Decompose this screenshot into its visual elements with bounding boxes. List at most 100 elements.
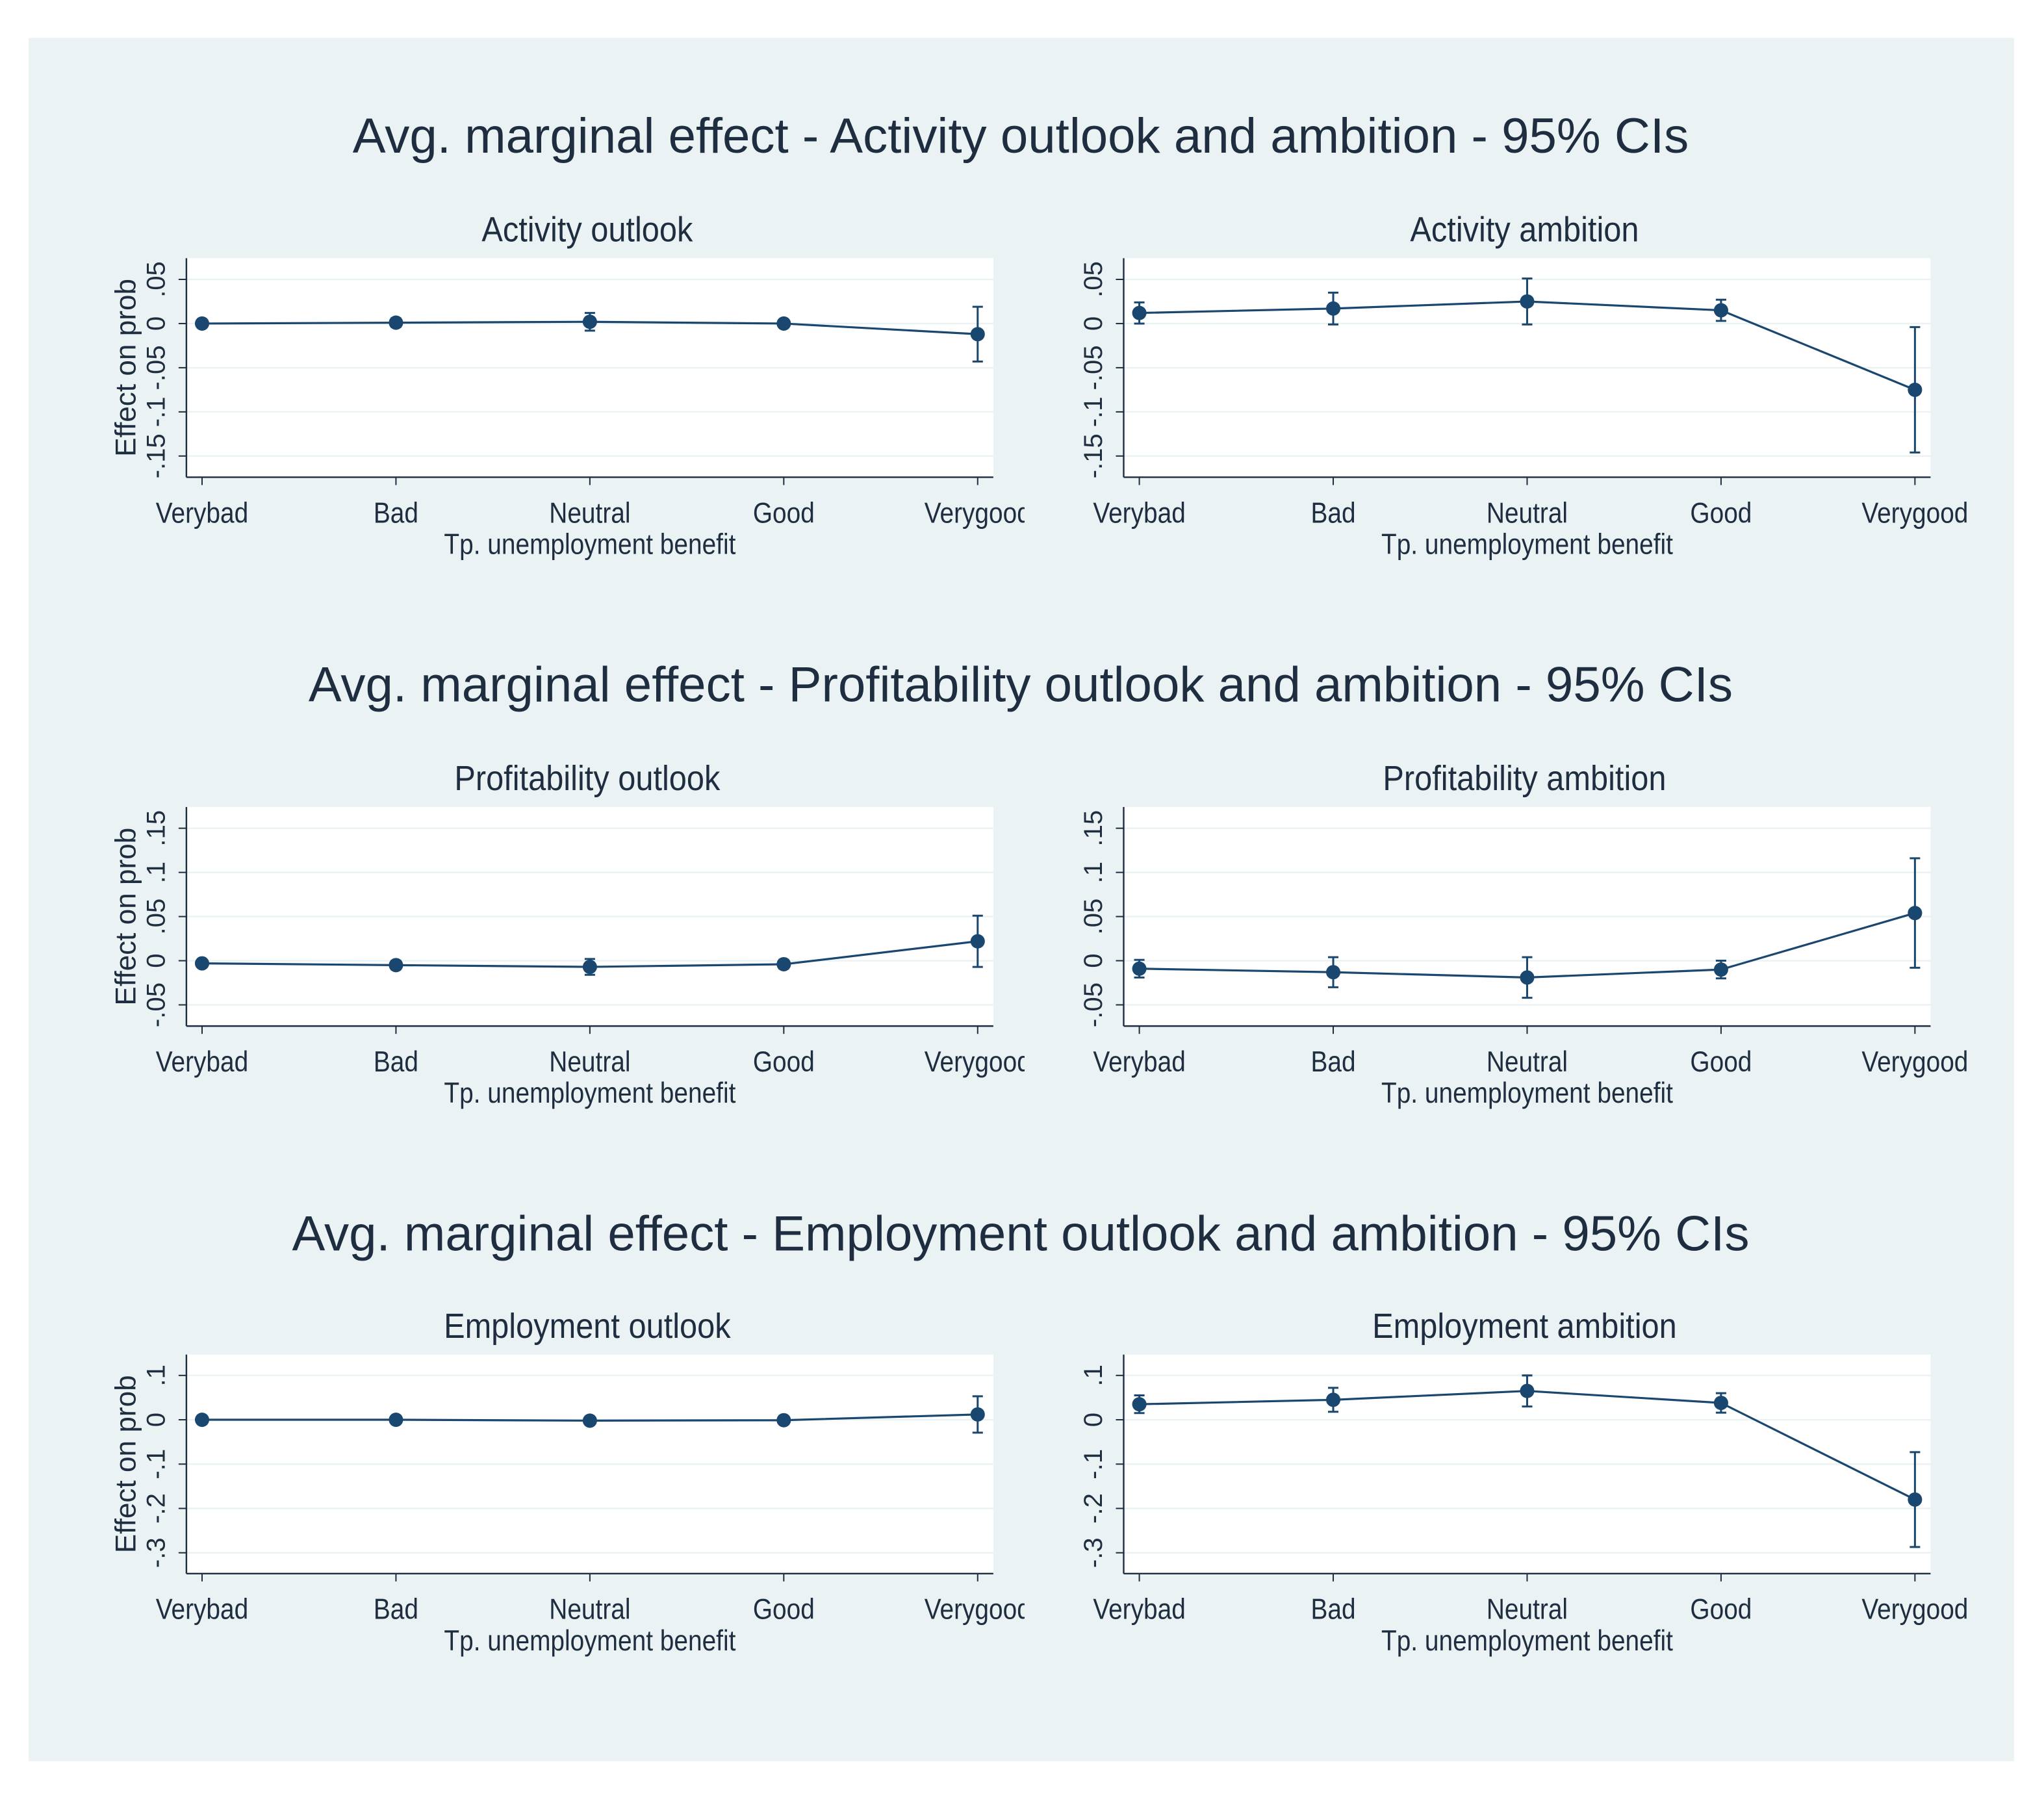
y-tick-label: -.2 (1079, 1493, 1108, 1524)
x-axis-labels: Verybad Bad Neutral Good Verygood (156, 496, 1031, 529)
y-axis-title: Effect on prob (110, 1375, 142, 1553)
x-tick-label: Neutral (1487, 496, 1568, 529)
x-axis-title: Tp. unemployment benefit (1381, 528, 1673, 560)
point (1325, 965, 1341, 980)
y-tick-label: 0 (1079, 953, 1108, 967)
point (1132, 961, 1147, 976)
y-axis-title: Effect on prob (110, 828, 142, 1006)
x-axis-labels: Verybad Bad Neutral Good Verygood (1093, 1593, 1968, 1625)
chart: Verybad Bad Neutral Good Verygood Activity ou… (110, 209, 1031, 560)
x-tick-label: Good (1690, 1045, 1752, 1078)
panel-title: Avg. marginal effect - Activity outlook … (353, 109, 1689, 164)
y-tick-label: -.2 (141, 1493, 170, 1524)
x-tick-label: Bad (374, 1045, 418, 1078)
point (582, 314, 597, 329)
x-tick-label: Verygood (925, 1593, 1031, 1625)
x-axis-labels: Verybad Bad Neutral Good Verygood (1093, 496, 1968, 529)
point (1713, 1396, 1728, 1411)
chart: Verybad Bad Neutral Good Verygood Employment … (110, 1306, 1031, 1657)
x-tick-label: Verybad (156, 1593, 248, 1625)
chart-title: Activity outlook (481, 209, 693, 249)
y-tick-label: -.1 (141, 396, 170, 427)
x-axis-title: Tp. unemployment benefit (444, 1077, 735, 1109)
x-tick-label: Bad (1310, 1045, 1355, 1078)
point (389, 315, 403, 330)
x-tick-label: Verygood (1861, 1045, 1968, 1078)
y-tick-label: 0 (141, 1413, 170, 1427)
point (970, 327, 985, 342)
x-tick-label: Verygood (925, 1045, 1031, 1078)
y-tick-label: -.05 (141, 345, 170, 390)
point (1908, 1492, 1923, 1507)
x-tick-label: Verybad (1093, 1045, 1185, 1078)
point (1713, 962, 1728, 977)
x-tick-label: Good (753, 1045, 815, 1078)
chart: Verybad Bad Neutral Good Verygood Employment … (1079, 1306, 1968, 1657)
y-tick-label: -.1 (1079, 396, 1108, 427)
point (776, 956, 791, 972)
y-tick-label: .1 (141, 862, 170, 883)
x-tick-label: Neutral (1487, 1593, 1568, 1625)
point (776, 1413, 791, 1428)
chart: Verybad Bad Neutral Good Verygood Profitabili… (1079, 758, 1968, 1109)
y-tick-label: .05 (1079, 261, 1108, 298)
point (1520, 294, 1535, 309)
x-tick-label: Verygood (1861, 496, 1968, 529)
y-axis-title: Effect on prob (110, 279, 142, 457)
x-tick-label: Good (1690, 496, 1752, 529)
y-tick-label: .1 (1079, 1365, 1108, 1386)
x-tick-label: Verybad (156, 1045, 248, 1078)
chart-title: Profitability ambition (1383, 758, 1666, 798)
chart: Verybad Bad Neutral Good Verygood Activity am… (1079, 209, 1968, 560)
point (776, 316, 791, 331)
point (970, 934, 985, 949)
y-tick-label: 0 (1079, 316, 1108, 331)
point (389, 1413, 403, 1428)
x-tick-label: Good (1690, 1593, 1752, 1625)
chart-title: Activity ambition (1410, 209, 1639, 249)
y-tick-label: 0 (141, 316, 170, 331)
x-tick-label: Verybad (1093, 496, 1185, 529)
x-axis-title: Tp. unemployment benefit (1381, 1624, 1673, 1656)
point (582, 1413, 597, 1428)
y-tick-label: 0 (141, 953, 170, 967)
y-tick-label: .15 (141, 810, 170, 847)
x-axis-labels: Verybad Bad Neutral Good Verygood (1093, 1045, 1968, 1078)
y-tick-label: -.15 (1079, 433, 1108, 478)
y-tick-label: -.05 (1079, 982, 1108, 1027)
chart-title: Employment ambition (1372, 1306, 1677, 1346)
x-tick-label: Good (753, 496, 815, 529)
chart-title: Profitability outlook (454, 758, 720, 798)
point (1325, 301, 1341, 316)
y-tick-label: .1 (1079, 862, 1108, 883)
point (1908, 906, 1923, 921)
point (970, 1407, 985, 1422)
y-tick-label: -.1 (141, 1449, 170, 1480)
x-tick-label: Verybad (1093, 1593, 1185, 1625)
x-tick-label: Neutral (549, 496, 630, 529)
point (194, 956, 210, 971)
y-tick-label: .05 (141, 899, 170, 935)
point (389, 958, 403, 973)
x-tick-label: Verybad (156, 496, 248, 529)
y-tick-label: .05 (1079, 899, 1108, 935)
x-tick-label: Verygood (925, 496, 1031, 529)
point (1325, 1392, 1341, 1407)
panel-title: Avg. marginal effect - Profitability out… (309, 658, 1733, 713)
y-tick-label: .15 (1079, 810, 1108, 847)
point (194, 316, 210, 331)
x-axis-title: Tp. unemployment benefit (444, 1624, 735, 1656)
y-tick-label: -.15 (141, 433, 170, 478)
y-tick-label: .05 (141, 261, 170, 298)
x-tick-label: Neutral (1487, 1045, 1568, 1078)
x-axis-labels: Verybad Bad Neutral Good Verygood (156, 1593, 1031, 1625)
x-tick-label: Bad (1310, 1593, 1355, 1625)
x-tick-label: Bad (374, 1593, 418, 1625)
point (1908, 382, 1923, 397)
point (582, 960, 597, 975)
x-tick-label: Neutral (549, 1593, 630, 1625)
x-axis-labels: Verybad Bad Neutral Good Verygood (156, 1045, 1031, 1078)
chart-title: Employment outlook (444, 1306, 731, 1346)
